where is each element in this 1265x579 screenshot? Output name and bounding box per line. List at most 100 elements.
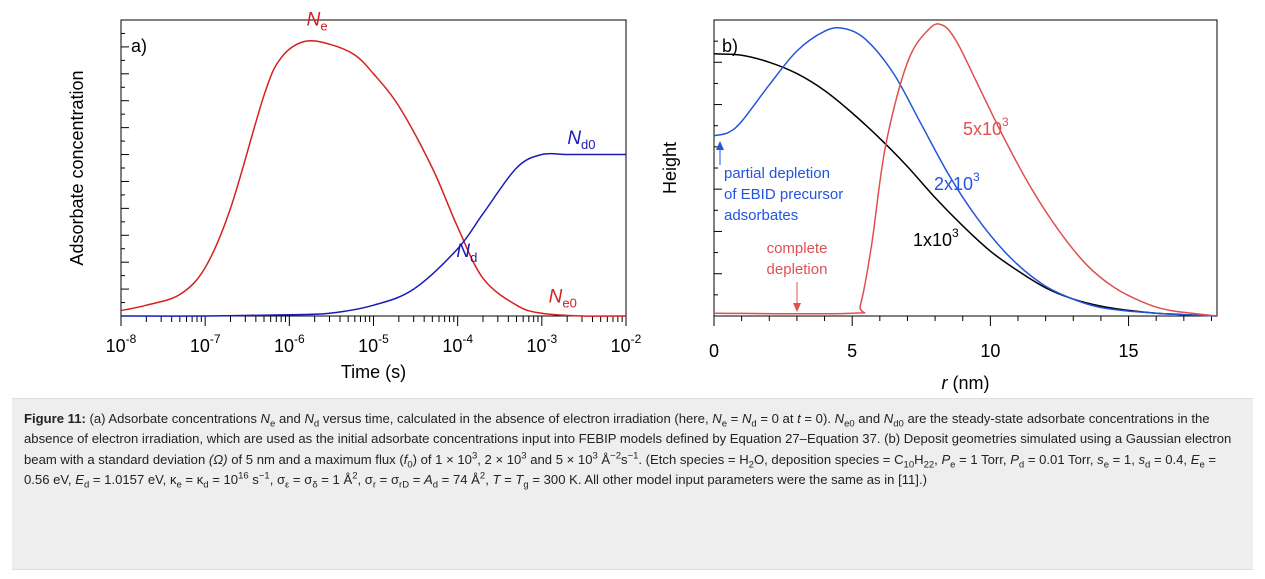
caption-segment: 2 [352,470,358,482]
caption-segment: = 0). [800,411,835,426]
caption-segment: e [1103,459,1109,471]
caption-segment: = κ [181,471,204,487]
curve-label-a-2: Nd [456,241,477,265]
plot-frame-a [120,19,627,317]
x-tick-label-b: 10 [980,341,1000,361]
caption-segment: = 74 Å [438,471,480,487]
caption-segment: −2 [610,450,622,462]
caption-segment: −1 [627,450,639,462]
caption-segment: T [515,471,524,487]
caption-segment: N [260,411,271,426]
caption-segment: Figure 11: [24,411,86,426]
series-label-b-1: 2x103 [934,170,980,194]
caption-segment: g [523,479,529,491]
annotation-partial-depletion-line-2: adsorbates [724,207,798,224]
caption-segment: = 300 K. All other model input parameter… [528,471,927,487]
caption-segment: and 5 × 10 [526,451,593,467]
series-line-a-0 [120,39,627,317]
caption-segment: . (Etch species = H [638,451,749,467]
arrowhead-complete-depletion [793,303,801,312]
caption-segment: 3 [521,450,527,462]
caption-segment: P [941,451,951,467]
series-line-b-2 [713,23,1218,317]
caption-segment: s [248,471,259,487]
caption-segment: = 0.4, [1150,451,1191,467]
x-tick-label-a: 10-8 [106,332,137,356]
caption-segment: f [403,451,408,467]
caption-segment: and [854,411,884,426]
caption-segment: e [176,479,182,491]
x-tick-label-b: 15 [1119,341,1139,361]
caption-segment: , 2 × 10 [477,451,522,467]
x-tick-label-b: 0 [709,341,719,361]
caption-segment: , σ [357,471,373,487]
caption-segment: 10 [903,459,915,471]
caption-segment: = 10 [208,471,239,487]
caption-segment: e [270,418,276,430]
caption-segment: A [424,471,433,487]
caption-segment: 3 [592,450,598,462]
annotation-complete-depletion-line-0: complete [767,240,828,257]
caption-segment: of 5 nm and a maximum flux ( [227,451,404,467]
caption-segment: d [432,479,439,491]
panel-label-b: b) [722,36,738,56]
caption-segment: , σ [269,471,286,487]
caption-segment: = 0 at [756,411,798,426]
caption-segment: E [1190,451,1200,467]
x-tick-label-a: 10-5 [358,332,389,356]
caption-segment: O, deposition species = C [753,451,904,467]
arrowhead-partial-depletion [716,141,724,150]
figure-caption-box: Figure 11: (a) Adsorbate concentrations … [12,398,1253,570]
series-label-b-2: 5x103 [963,115,1009,139]
series-label-b-0: 1x103 [913,226,959,250]
series-line-a-1 [120,152,626,317]
series-line-b-1 [713,26,1218,317]
caption-segment: = σ [289,471,313,487]
caption-segment: −1 [258,470,270,482]
caption-segment: d [751,418,757,430]
caption-segment: (Ω) [208,451,228,467]
caption-segment: e [721,418,727,430]
caption-segment: are the steady-state adsorbate concentra… [24,411,1232,467]
caption-segment: d [1145,459,1151,471]
caption-segment: d0 [893,418,904,430]
caption-segment: , [485,471,493,487]
annotation-partial-depletion-line-0: partial depletion [724,165,830,182]
caption-segment: P [1010,451,1019,467]
caption-segment: N [834,411,845,426]
caption-segment: H [914,451,924,467]
caption-segment: Å [597,451,611,467]
x-tick-label-a: 10-2 [611,332,642,356]
y-axis-label-b: Height [660,142,680,194]
caption-segment: = 0.56 eV, [24,451,1217,487]
caption-segment: 0 [407,459,413,471]
figure-svg: 10-8 10-7 10-6 10-5 10-4 10-3 10-2 Time (s) Adso… [67,9,1218,393]
caption-segment: d [313,418,320,430]
x-tick-label-a: 10-6 [274,332,305,356]
caption-segment: d [83,479,90,491]
caption-segment: = 1 Torr, [955,451,1011,467]
caption-segment: d [203,479,209,491]
caption-segment: = 1 Å [317,471,353,487]
caption-segment: e [950,459,956,471]
caption-segment: 22 [923,459,935,471]
caption-segment: = 1.0157 eV, κ [89,471,177,487]
curve-label-a-0: Ne [307,9,328,33]
annotation-complete-depletion-line-1: depletion [767,261,828,278]
caption-segment: = 1, [1108,451,1139,467]
caption-segment: 3 [471,450,478,462]
caption-segment: 2 [748,459,754,471]
caption-segment: e [1199,459,1205,471]
caption-segment: δ [312,479,318,491]
caption-segment: 16 [238,470,249,482]
x-tick-label-a: 10-3 [526,332,557,356]
caption-segment: versus time, calculated in the absence o… [319,411,713,426]
x-axis-label-a: Time (s) [341,362,406,382]
caption-segment: , [934,451,942,467]
caption-segment: s [621,451,628,467]
caption-segment: T [492,471,501,487]
caption-segment: = [500,471,516,487]
caption-segment: (a) Adsorbate concentrations [85,411,261,426]
caption-segment: ε [285,479,290,491]
caption-segment: E [75,471,84,487]
